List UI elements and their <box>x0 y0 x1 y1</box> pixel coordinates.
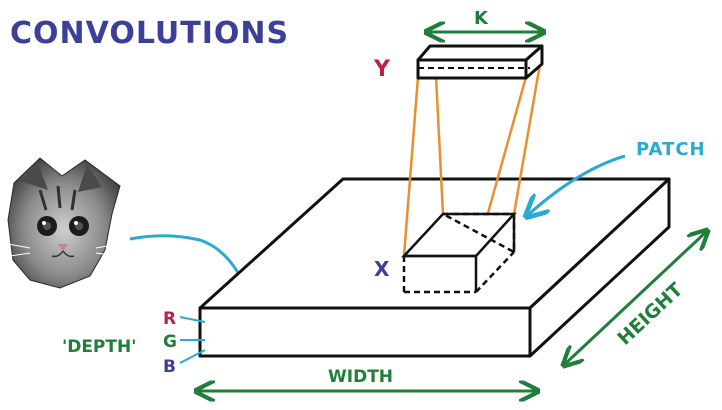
height-label: HEIGHT <box>613 279 687 350</box>
y-label: Y <box>373 57 391 82</box>
g-label: G <box>163 332 177 352</box>
r-label: R <box>163 309 176 329</box>
filter-projection-lines <box>402 63 542 257</box>
k-label: K <box>474 8 489 29</box>
patch-pointer-arrow <box>528 154 626 215</box>
kitten-photo <box>7 157 121 289</box>
kitten-pointer-arrow <box>129 234 248 292</box>
height-arrow <box>565 232 706 364</box>
input-volume <box>198 177 671 358</box>
b-label: B <box>163 357 176 377</box>
depth-ticks <box>179 316 206 364</box>
patch-cube <box>401 212 517 294</box>
depth-label: 'DEPTH' <box>62 337 136 357</box>
output-block <box>416 44 544 80</box>
width-label: WIDTH <box>328 367 393 387</box>
x-label: X <box>374 257 390 281</box>
patch-label: PATCH <box>636 139 706 160</box>
title: CONVOLUTIONS <box>10 16 289 51</box>
